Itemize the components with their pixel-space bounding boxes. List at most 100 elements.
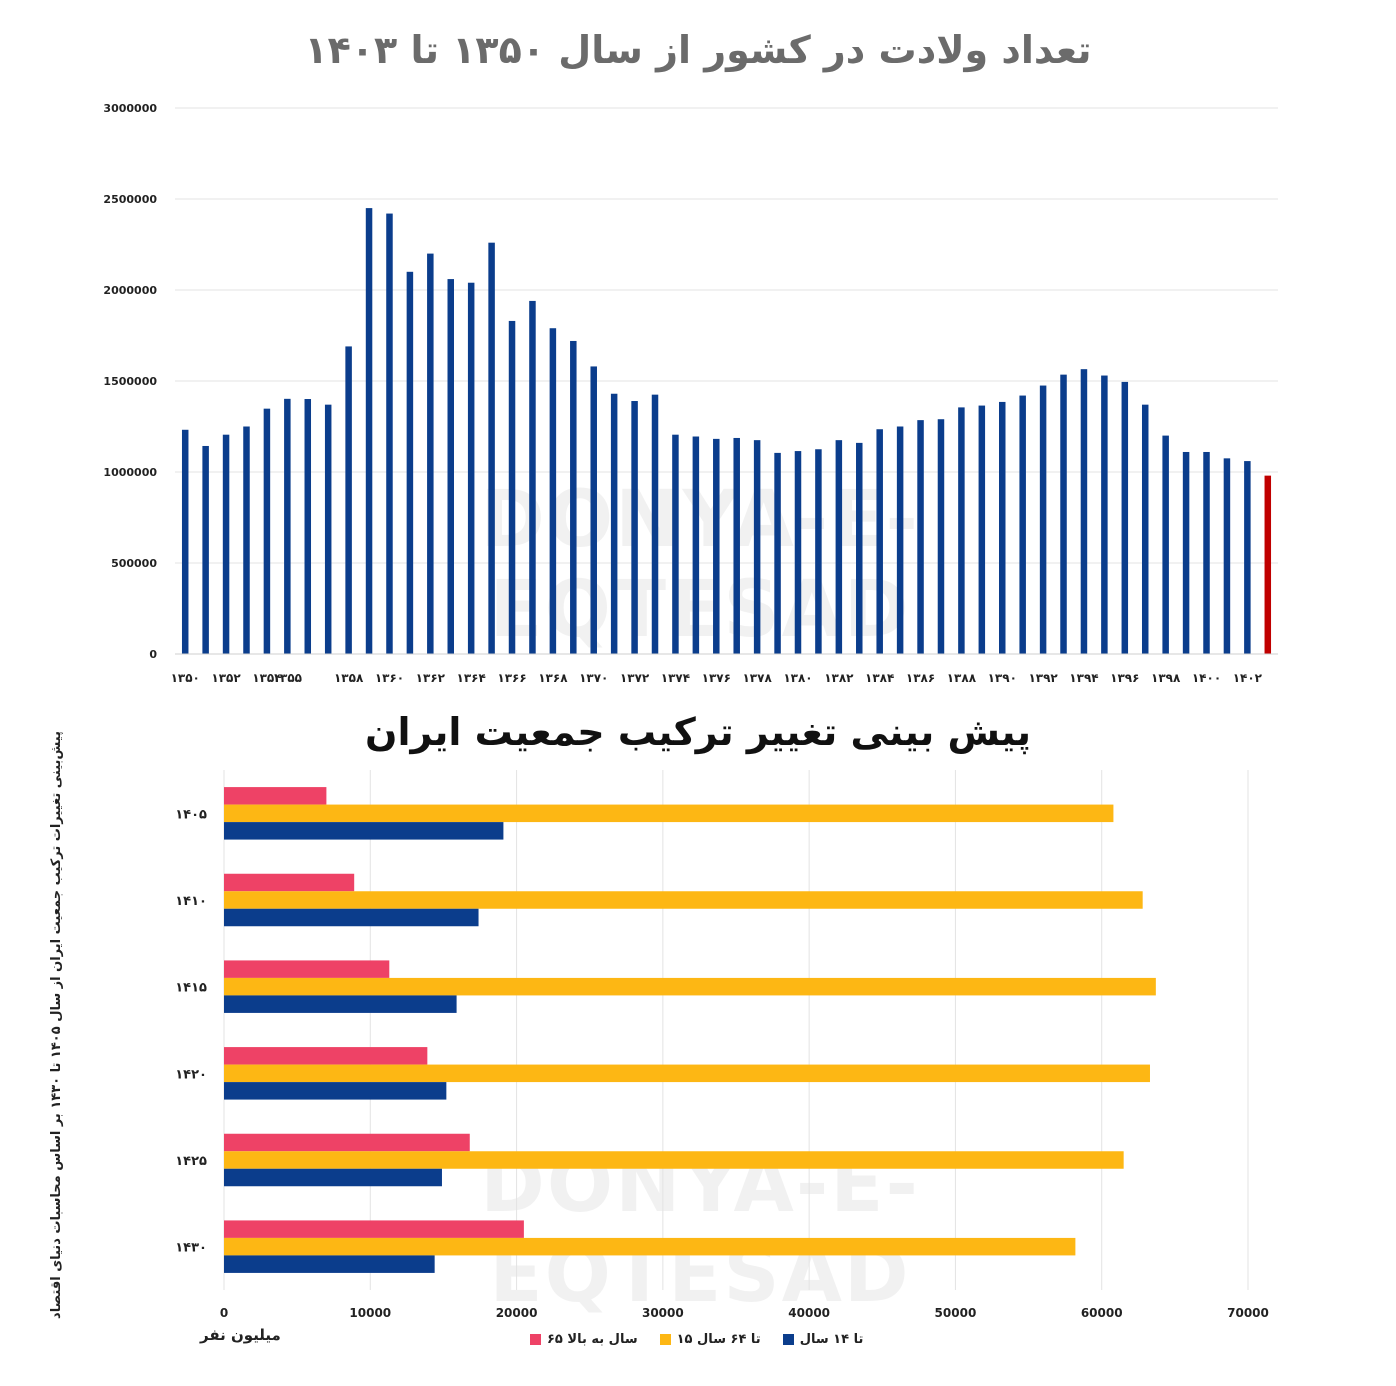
y-tick-label: ۱۴۱۰ xyxy=(175,894,207,909)
bar xyxy=(631,401,638,654)
bar xyxy=(345,346,352,654)
bar xyxy=(386,213,393,654)
legend-label: تا ۱۴ سال xyxy=(799,1332,864,1347)
bar xyxy=(224,977,1156,996)
x-tick-label: ۱۳۹۸ xyxy=(1151,671,1181,685)
bar xyxy=(733,437,740,654)
bar xyxy=(304,399,312,654)
x-tick-label: ۱۳۸۸ xyxy=(947,671,977,685)
bar xyxy=(202,445,209,654)
bar xyxy=(224,873,355,892)
y-tick-label: 0 xyxy=(149,648,157,661)
bar xyxy=(224,822,504,840)
x-tick-label: 20000 xyxy=(496,1306,538,1320)
x-tick-label: ۱۳۹۲ xyxy=(1028,671,1058,685)
bar xyxy=(467,282,475,654)
legend-item-0-14: تا ۱۴ سال xyxy=(782,1332,864,1347)
y-tick-label: ۱۴۱۵ xyxy=(175,981,207,996)
bar xyxy=(224,960,390,978)
x-tick-label: 0 xyxy=(220,1306,228,1320)
x-tick-label: ۱۳۶۲ xyxy=(416,671,446,685)
bar xyxy=(224,995,457,1013)
bar xyxy=(774,452,781,654)
bar xyxy=(692,436,700,654)
bar xyxy=(835,440,843,654)
y-tick-label: 1500000 xyxy=(103,375,157,388)
bar xyxy=(1039,385,1047,654)
bar xyxy=(365,208,373,654)
x-tick-label: ۱۳۵۰ xyxy=(171,671,200,685)
bar xyxy=(917,420,924,654)
bar xyxy=(753,440,761,654)
x-tick-label: ۱۳۷۰ xyxy=(579,671,608,685)
bar xyxy=(224,787,327,805)
x-tick-label: 60000 xyxy=(1081,1306,1123,1320)
y-tick-label: 500000 xyxy=(111,557,157,570)
bar xyxy=(263,408,271,654)
y-tick-label: 2500000 xyxy=(103,193,157,206)
x-tick-label: ۱۳۷۴ xyxy=(661,671,690,685)
legend-swatch xyxy=(782,1334,794,1345)
chart2-x-axis-unit: میلیون نفر xyxy=(200,1326,281,1344)
bar xyxy=(284,398,291,654)
bar xyxy=(549,328,557,654)
x-tick-label: ۱۳۶۴ xyxy=(457,671,486,685)
legend-swatch xyxy=(659,1334,671,1345)
bar xyxy=(1121,381,1129,654)
x-tick-label: ۱۳۵۵ xyxy=(273,671,302,685)
bar xyxy=(224,804,1114,823)
bar xyxy=(1080,369,1088,654)
bar xyxy=(324,404,332,654)
bar xyxy=(1244,461,1251,654)
x-tick-label: ۱۳۵۴ xyxy=(252,671,281,685)
bar xyxy=(1162,435,1169,654)
x-tick-label: ۱۳۷۲ xyxy=(620,671,650,685)
chart1-title: تعداد ولادت در کشور از سال ۱۳۵۰ تا ۱۴۰۳ xyxy=(304,28,1092,72)
y-tick-label: 3000000 xyxy=(103,102,157,115)
x-tick-label: ۱۴۰۰ xyxy=(1192,671,1221,685)
y-tick-label: 2000000 xyxy=(103,284,157,297)
bar xyxy=(224,1133,470,1152)
x-tick-label: ۱۳۹۰ xyxy=(988,671,1017,685)
bar xyxy=(224,1047,428,1065)
legend-swatch xyxy=(530,1334,541,1345)
x-tick-label: 30000 xyxy=(642,1306,684,1320)
x-tick-label: ۱۳۸۴ xyxy=(865,671,894,685)
bar xyxy=(224,1082,447,1100)
x-tick-label: ۱۳۵۸ xyxy=(334,671,364,685)
bar xyxy=(224,1168,442,1187)
bar xyxy=(508,320,516,654)
legend-item-15-64: ۱۵ تا ۶۴ سال xyxy=(659,1332,761,1347)
bar xyxy=(570,340,577,654)
x-tick-label: ۱۳۸۶ xyxy=(906,671,935,685)
bar xyxy=(856,442,863,654)
x-tick-label: 50000 xyxy=(935,1306,977,1320)
birth-count-bar-chart: 0 500000 1000000 1500000 2000000 2500000 30000… xyxy=(103,102,1278,685)
bar xyxy=(224,891,1143,909)
y-tick-label: ۱۴۰۵ xyxy=(175,807,207,822)
chart2-title: پیش بینی تغییر ترکیب جمعیت ایران xyxy=(365,710,1031,754)
chart2-y-axis-label: پیش‌بینی تغییرات ترکیب جمعیت ایران از سا… xyxy=(49,731,64,1319)
legend-label: ۱۵ تا ۶۴ سال xyxy=(676,1332,761,1347)
bar xyxy=(896,426,904,654)
x-tick-label: ۱۳۵۲ xyxy=(211,671,241,685)
bar xyxy=(876,429,883,654)
bar xyxy=(224,1220,524,1238)
x-tick-label: ۱۳۷۸ xyxy=(742,671,772,685)
bar xyxy=(243,426,250,654)
bar xyxy=(222,434,230,654)
bar xyxy=(427,253,434,654)
bar xyxy=(794,451,802,654)
chart2-legend: ۶۵ سال به بالا ۱۵ تا ۶۴ سال تا ۱۴ سال xyxy=(530,1332,863,1347)
bar xyxy=(1141,404,1149,654)
bar xyxy=(488,242,495,654)
bar xyxy=(406,271,414,654)
bar xyxy=(1223,458,1231,654)
legend-item-65-plus: ۶۵ سال به بالا xyxy=(530,1332,638,1347)
bar xyxy=(1182,451,1190,654)
x-tick-label: ۱۴۰۲ xyxy=(1233,671,1263,685)
bar xyxy=(1264,475,1272,654)
x-tick-label: 10000 xyxy=(349,1306,391,1320)
bar xyxy=(713,438,720,654)
